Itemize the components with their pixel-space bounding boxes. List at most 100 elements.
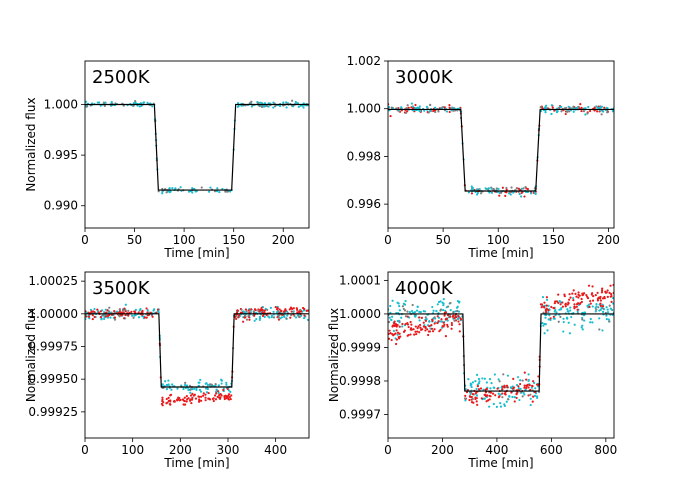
data-point-gray	[103, 104, 106, 107]
data-point-cyan	[529, 397, 532, 400]
data-point-cyan	[417, 107, 421, 110]
data-point-red	[540, 303, 544, 306]
data-point-cyan	[517, 387, 520, 390]
data-point-gray	[388, 320, 391, 324]
data-point-cyan	[529, 403, 532, 407]
data-point-red	[90, 310, 93, 313]
data-point-red	[247, 309, 250, 312]
data-point-red	[211, 397, 215, 400]
data-point-red	[104, 315, 108, 318]
x-tick-label: 200	[597, 233, 620, 247]
data-point-cyan	[285, 101, 288, 104]
y-tick-label: 0.9999	[339, 340, 381, 354]
data-point-cyan	[168, 187, 171, 190]
data-point-cyan	[596, 106, 599, 109]
data-point-red	[194, 397, 198, 400]
data-point-red	[606, 289, 609, 292]
data-point-red	[223, 397, 226, 401]
data-point-red	[261, 314, 265, 318]
data-point-cyan	[600, 105, 604, 108]
data-point-red	[407, 106, 410, 109]
data-point-red	[592, 295, 595, 298]
data-point-cyan	[606, 311, 610, 314]
data-point-cyan	[449, 308, 452, 312]
data-point-red	[420, 316, 424, 319]
data-point-red	[498, 395, 501, 398]
data-point-cyan	[489, 387, 492, 390]
data-point-cyan	[398, 305, 401, 308]
data-point-red	[468, 398, 471, 402]
x-axis-label: Time [min]	[467, 246, 533, 260]
data-point-red	[503, 386, 506, 389]
data-point-red	[414, 330, 417, 333]
data-point-cyan	[270, 314, 274, 318]
data-point-cyan	[388, 316, 391, 319]
data-point-cyan	[516, 376, 520, 379]
data-point-red	[603, 106, 606, 109]
data-point-red	[591, 299, 595, 302]
data-point-red	[568, 298, 571, 301]
y-tick-label: 0.99925	[28, 405, 78, 419]
data-point-red	[501, 392, 504, 395]
data-point-red	[96, 308, 99, 311]
data-point-cyan	[558, 299, 561, 303]
y-tick-label: 0.995	[44, 148, 78, 162]
data-point-cyan	[475, 373, 479, 376]
data-point-red	[479, 387, 483, 390]
data-point-cyan	[171, 383, 174, 386]
data-point-gray	[404, 315, 408, 318]
data-point-cyan	[272, 310, 275, 313]
data-point-cyan	[542, 324, 545, 327]
data-point-cyan	[302, 106, 305, 109]
data-point-red	[189, 394, 193, 397]
data-point-cyan	[97, 101, 101, 104]
x-tick-label: 0	[384, 233, 392, 247]
data-point-cyan	[285, 106, 288, 109]
data-point-red	[512, 377, 515, 380]
data-point-red	[162, 401, 165, 404]
data-point-cyan	[567, 310, 570, 313]
data-point-red	[515, 396, 518, 400]
data-point-cyan	[215, 388, 218, 392]
data-point-cyan	[85, 100, 88, 103]
data-point-red	[575, 305, 578, 308]
data-point-gray	[572, 105, 575, 108]
data-point-cyan	[255, 317, 258, 321]
data-point-red	[550, 305, 553, 309]
data-point-cyan	[544, 316, 547, 319]
data-point-red	[515, 392, 518, 395]
y-tick-label: 1.00000	[28, 307, 78, 321]
data-point-red	[603, 295, 606, 299]
data-point-red	[444, 335, 447, 338]
x-tick-label: 0	[384, 443, 392, 457]
data-point-cyan	[566, 308, 569, 311]
data-point-gray	[581, 318, 584, 321]
data-point-red	[182, 398, 185, 402]
data-point-red	[459, 317, 462, 320]
data-point-gray	[113, 318, 117, 321]
data-point-cyan	[471, 381, 475, 384]
data-point-cyan	[576, 106, 579, 109]
data-point-red	[450, 321, 453, 325]
data-point-cyan	[408, 311, 411, 314]
data-point-gray	[429, 103, 432, 106]
data-point-cyan	[481, 377, 484, 380]
data-point-red	[573, 303, 576, 306]
data-point-cyan	[519, 379, 522, 382]
data-point-gray	[200, 186, 203, 189]
data-point-cyan	[580, 326, 583, 329]
data-point-cyan	[560, 306, 563, 310]
data-point-red	[253, 308, 257, 311]
data-point-red	[274, 305, 277, 309]
data-point-cyan	[258, 318, 261, 321]
panel-2500k: 0 50 100 150 200 0.990 0.995 1.000 2500K Time […	[24, 60, 310, 260]
data-point-cyan	[435, 310, 438, 313]
data-point-cyan	[425, 317, 428, 321]
x-tick-label: 100	[487, 233, 510, 247]
data-point-cyan	[544, 323, 548, 326]
data-point-red	[413, 333, 416, 336]
data-point-gray	[502, 373, 505, 376]
data-point-cyan	[503, 404, 506, 408]
data-point-red	[165, 397, 168, 401]
data-point-cyan	[139, 308, 142, 311]
